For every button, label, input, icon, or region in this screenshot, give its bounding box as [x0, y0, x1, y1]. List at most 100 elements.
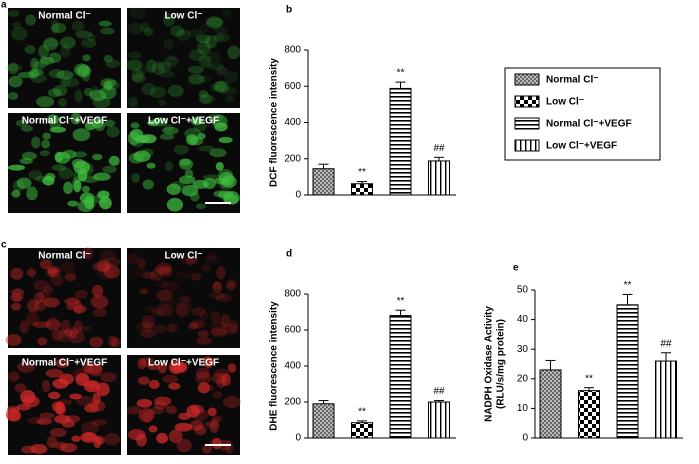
cell	[48, 52, 62, 63]
cell	[164, 56, 180, 67]
cell	[41, 139, 51, 149]
cell	[82, 360, 93, 374]
cell	[149, 406, 165, 415]
cell	[8, 62, 19, 75]
legend-box	[504, 67, 661, 161]
cell	[140, 134, 157, 144]
cell	[166, 197, 184, 212]
cell	[215, 162, 224, 171]
cell	[7, 164, 26, 171]
cell	[126, 59, 143, 71]
cell	[228, 319, 239, 333]
cell	[33, 61, 45, 71]
cell	[144, 305, 157, 314]
cell	[72, 368, 89, 381]
cell	[31, 136, 41, 149]
cell	[222, 8, 232, 18]
cell	[97, 190, 110, 200]
cell	[43, 297, 60, 308]
cell	[5, 63, 23, 72]
cell	[166, 183, 181, 195]
cell	[206, 17, 224, 28]
cell	[150, 269, 163, 281]
cell	[214, 81, 226, 92]
cell	[208, 292, 226, 300]
cell	[74, 89, 83, 103]
cell	[97, 259, 110, 273]
cell	[51, 401, 61, 412]
cell	[52, 85, 68, 97]
cell	[163, 38, 174, 50]
cell	[127, 252, 140, 265]
bar	[312, 403, 335, 439]
cell	[104, 257, 121, 267]
cell	[212, 437, 222, 450]
cell	[108, 335, 118, 347]
micrograph	[8, 248, 121, 348]
cell	[47, 88, 62, 98]
cell	[195, 367, 210, 379]
cell	[60, 36, 76, 49]
cell	[40, 56, 55, 65]
cell	[186, 134, 199, 146]
cell	[191, 307, 206, 316]
cell	[18, 71, 35, 79]
cell	[220, 87, 238, 96]
cell	[140, 329, 157, 339]
cell	[135, 321, 151, 332]
cell	[43, 38, 60, 48]
cell	[20, 125, 33, 132]
cell	[225, 95, 234, 103]
bar	[428, 160, 450, 196]
cell	[25, 312, 40, 327]
cell	[167, 323, 178, 333]
cell	[102, 165, 117, 174]
cell	[216, 265, 226, 280]
cell	[24, 45, 36, 54]
cell	[81, 421, 100, 435]
cell	[202, 177, 216, 189]
cell	[142, 179, 154, 190]
micrograph	[8, 8, 121, 108]
cell	[10, 302, 22, 311]
cell	[154, 401, 168, 410]
cell	[73, 320, 83, 334]
cell	[92, 153, 103, 161]
cell	[142, 411, 153, 424]
y-tick-label: 400	[284, 361, 301, 372]
legend-label: Low Cl⁻	[546, 97, 584, 108]
cell	[205, 16, 223, 29]
cell	[43, 37, 58, 51]
y-tick-label: 20	[517, 373, 529, 384]
cell	[48, 69, 65, 79]
cell	[84, 403, 99, 413]
cell	[51, 164, 67, 172]
cell	[162, 374, 178, 384]
cell	[58, 167, 74, 179]
cell	[137, 376, 150, 385]
cell	[10, 288, 25, 295]
cell	[148, 379, 160, 390]
cell	[189, 420, 204, 431]
cell	[197, 41, 212, 55]
cell	[190, 272, 202, 281]
cell	[204, 421, 218, 428]
cell	[81, 70, 91, 82]
cell	[90, 295, 109, 309]
cell	[156, 289, 173, 301]
panel-letter: b	[286, 5, 292, 16]
cell	[154, 266, 170, 274]
cell	[61, 419, 75, 428]
cell	[72, 170, 82, 184]
image-label: Normal Cl⁻+VEGF	[22, 116, 108, 127]
cell	[215, 293, 232, 302]
cell	[225, 440, 234, 454]
bar	[351, 422, 373, 439]
cell	[174, 422, 193, 432]
cell	[12, 21, 22, 29]
cell	[210, 310, 221, 323]
cell	[190, 320, 206, 329]
cell	[221, 175, 237, 188]
cell	[100, 27, 115, 35]
cell	[8, 371, 20, 382]
